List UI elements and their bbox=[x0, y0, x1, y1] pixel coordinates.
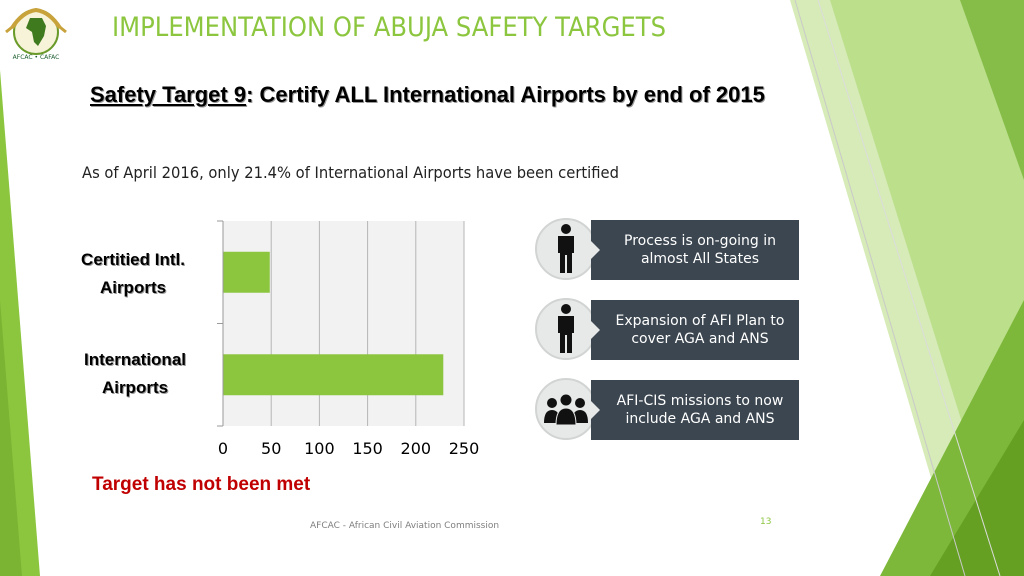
single-person-icon bbox=[558, 224, 574, 273]
logo-text: AFCAC • CAFAC bbox=[13, 54, 60, 61]
single-person-icon bbox=[558, 304, 574, 353]
afcac-logo: AFCAC • CAFAC bbox=[5, 7, 67, 61]
target-heading-label: Safety Target 9 bbox=[90, 82, 247, 107]
info-card-3: AFI-CIS missions to now include AGA and … bbox=[535, 378, 799, 442]
info-card-1: Process is on-going in almost All States bbox=[535, 218, 799, 282]
bar-certified bbox=[223, 251, 270, 293]
category-label-international: International Airports bbox=[83, 350, 186, 397]
bar-chart: 0 50 100 150 200 250 bbox=[217, 220, 479, 458]
chart-bars bbox=[223, 251, 444, 396]
status-subtitle: As of April 2016, only 21.4% of Internat… bbox=[82, 163, 619, 182]
x-tick-label: 200 bbox=[401, 439, 432, 458]
x-tick-label: 0 bbox=[218, 439, 228, 458]
slide-title: IMPLEMENTATION OF ABUJA SAFETY TARGETS bbox=[112, 12, 667, 43]
target-heading: Safety Target 9: Certify ALL Internation… bbox=[90, 80, 810, 110]
x-tick-label: 100 bbox=[304, 439, 335, 458]
category-label-certified: Certitied Intl. Airports bbox=[81, 250, 185, 297]
target-heading-text: : Certify ALL International Airports by … bbox=[246, 82, 765, 107]
verdict-text: Target has not been met bbox=[92, 474, 311, 495]
card-text: Expansion of AFI Plan to cover AGA and A… bbox=[591, 300, 799, 360]
bar-international bbox=[223, 354, 444, 396]
group-people-icon bbox=[544, 393, 588, 426]
card-icon-circle bbox=[535, 298, 597, 360]
info-card-2: Expansion of AFI Plan to cover AGA and A… bbox=[535, 298, 799, 362]
footer-text: AFCAC - African Civil Aviation Commissio… bbox=[310, 521, 500, 531]
card-text: AFI-CIS missions to now include AGA and … bbox=[591, 380, 799, 440]
card-icon-circle bbox=[535, 218, 597, 280]
card-icon-circle bbox=[535, 378, 597, 440]
x-tick-label: 50 bbox=[261, 439, 281, 458]
x-tick-label: 250 bbox=[449, 439, 480, 458]
page-number: 13 bbox=[760, 517, 772, 527]
chart-tick-labels: 0 50 100 150 200 250 bbox=[218, 439, 479, 458]
x-tick-label: 150 bbox=[352, 439, 383, 458]
card-text: Process is on-going in almost All States bbox=[591, 220, 799, 280]
